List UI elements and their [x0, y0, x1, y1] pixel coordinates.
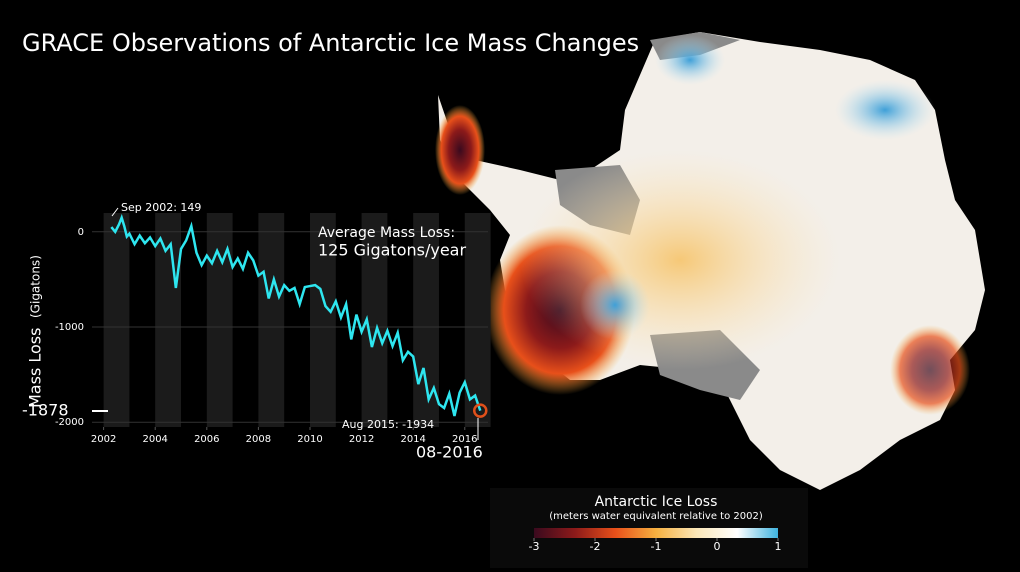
- end-marker: [473, 403, 488, 418]
- annotation: 08-2016: [416, 443, 483, 462]
- year-band: [103, 213, 130, 427]
- year-band: [309, 213, 336, 427]
- year-band: [155, 213, 182, 427]
- annotation: Average Mass Loss:: [318, 225, 455, 241]
- annotation: Sep 2002: 149: [121, 201, 201, 214]
- annotation: -1878: [22, 401, 69, 420]
- loss-region: [520, 150, 840, 370]
- colorbar-tick-label: 0: [714, 540, 721, 553]
- x-tick-label: 2010: [297, 434, 322, 445]
- loss-region: [435, 105, 485, 195]
- x-tick-label: 2016: [452, 434, 477, 445]
- loss-region: [890, 325, 970, 415]
- legend-subtitle: (meters water equivalent relative to 200…: [549, 511, 763, 522]
- colorbar-tick-label: -2: [590, 540, 601, 553]
- gain-region: [580, 270, 650, 340]
- year-band: [464, 213, 491, 427]
- annotation: Aug 2015: -1934: [342, 418, 434, 431]
- chart-title: GRACE Observations of Antarctic Ice Mass…: [22, 29, 639, 57]
- y-axis-label: Mass Loss: [26, 328, 45, 408]
- year-band: [258, 213, 285, 427]
- antarctica-map: [435, 32, 985, 490]
- x-tick-label: 2004: [142, 434, 167, 445]
- legend-title: Antarctic Ice Loss: [595, 494, 718, 510]
- x-tick-label: 2002: [91, 434, 116, 445]
- line: [110, 213, 482, 417]
- colorbar-tick-label: -1: [651, 540, 662, 553]
- annotation-line: [111, 207, 119, 217]
- x-tick-label: 2008: [246, 434, 271, 445]
- y-axis-unit: (Gigatons): [29, 255, 43, 318]
- x-tick-label: 2006: [194, 434, 219, 445]
- colorbar-tick-label: -3: [529, 540, 540, 553]
- x-tick-label: 2014: [400, 434, 425, 445]
- y-tick-label: -1000: [55, 322, 84, 333]
- colorbar-tick-label: 1: [775, 540, 782, 553]
- gain-region: [655, 35, 725, 85]
- gain-region: [835, 80, 935, 140]
- colorbar: [534, 528, 778, 538]
- year-band: [206, 213, 233, 427]
- y-tick-label: 0: [78, 227, 84, 238]
- y-tick-label: -2000: [55, 417, 84, 428]
- x-tick-label: 2012: [349, 434, 374, 445]
- annotation: 125 Gigatons/year: [318, 241, 466, 260]
